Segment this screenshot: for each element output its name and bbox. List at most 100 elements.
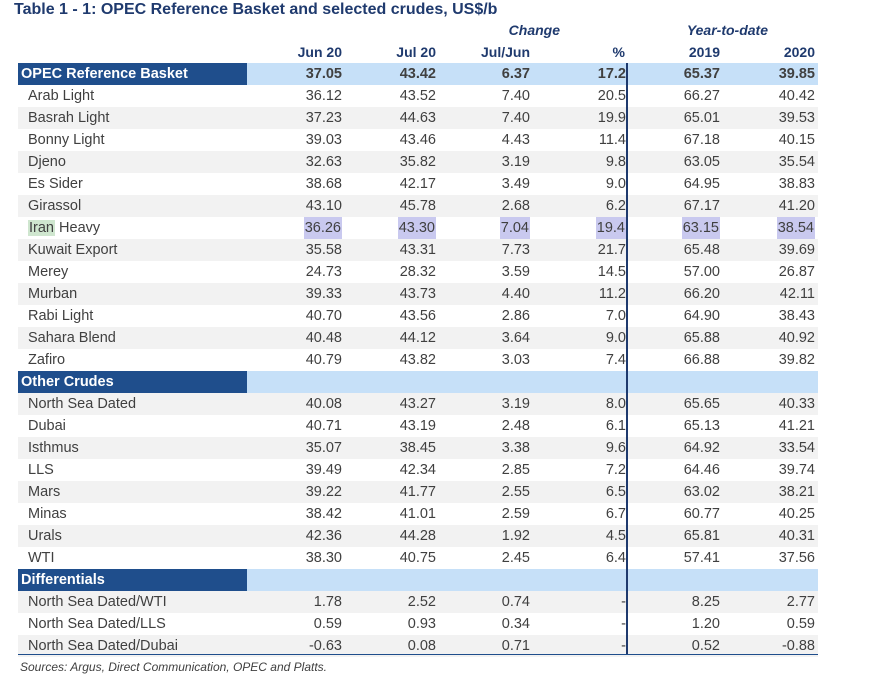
cell-jul20: 35.82 <box>399 154 436 170</box>
section-label: Other Crudes <box>18 371 247 393</box>
cell-jul20: 38.45 <box>399 440 436 456</box>
cell-ytd-2020: 35.54 <box>778 154 815 170</box>
row-label: OPEC Reference Basket <box>18 63 247 85</box>
cell-jun20: 40.71 <box>305 418 342 434</box>
row-label: Urals <box>28 528 62 544</box>
cell-pct: 14.5 <box>597 264 626 280</box>
cell-jun20: 0.59 <box>313 616 342 632</box>
cell-ytd-2020: 38.83 <box>778 176 815 192</box>
col-header-julJun: Jul/Jun <box>480 44 530 60</box>
table-row: Zafiro 40.79 43.82 3.03 7.4 66.88 39.82 <box>18 349 818 371</box>
cell-ytd-2019: 66.27 <box>683 88 720 104</box>
row-label: Zafiro <box>28 352 66 368</box>
cell-ytd-2019: 65.01 <box>683 110 720 126</box>
cell-jul20: 0.08 <box>407 638 436 654</box>
cell-ytd-2020: 40.33 <box>778 396 815 412</box>
column-divider <box>626 63 628 654</box>
table-row: Urals 42.36 44.28 1.92 4.5 65.81 40.31 <box>18 525 818 547</box>
row-label: Murban <box>28 286 78 302</box>
cell-change: 4.40 <box>501 286 530 302</box>
cell-ytd-2020: 38.21 <box>778 484 815 500</box>
table-row: Merey 24.73 28.32 3.59 14.5 57.00 26.87 <box>18 261 818 283</box>
cell-jul20: 44.12 <box>399 330 436 346</box>
cell-pct: 17.2 <box>597 66 626 82</box>
cell-ytd-2020: 33.54 <box>778 440 815 456</box>
cell-jun20: 40.08 <box>305 396 342 412</box>
table-row: LLS 39.49 42.34 2.85 7.2 64.46 39.74 <box>18 459 818 481</box>
cell-jun20: 40.48 <box>305 330 342 346</box>
table-row: Es Sider 38.68 42.17 3.49 9.0 64.95 38.8… <box>18 173 818 195</box>
cell-jun20: 42.36 <box>305 528 342 544</box>
row-label: Arab Light <box>28 88 95 104</box>
table-row: Sahara Blend 40.48 44.12 3.64 9.0 65.88 … <box>18 327 818 349</box>
row-label: Rabi Light <box>28 308 94 324</box>
cell-ytd-2020: 39.69 <box>778 242 815 258</box>
cell-change: 3.59 <box>501 264 530 280</box>
cell-ytd-2019: 57.41 <box>683 550 720 566</box>
cell-change: 4.43 <box>501 132 530 148</box>
cell-pct: 7.2 <box>605 462 626 478</box>
cell-change: 3.49 <box>501 176 530 192</box>
cell-ytd-2019: 64.95 <box>683 176 720 192</box>
cell-change: 3.38 <box>501 440 530 456</box>
row-label-rest: Heavy <box>55 220 101 236</box>
cell-ytd-2020: 41.21 <box>778 418 815 434</box>
row-label: Sahara Blend <box>28 330 116 346</box>
cell-jul20: 44.63 <box>399 110 436 126</box>
ytd-group-header: Year-to-date <box>686 22 768 38</box>
cell-jun20: -0.63 <box>308 638 342 654</box>
table-row: North Sea Dated/WTI 1.78 2.52 0.74 - 8.2… <box>18 591 818 613</box>
cell-pct: 9.8 <box>605 154 626 170</box>
cell-pct: 9.0 <box>605 176 626 192</box>
table-row: Isthmus 35.07 38.45 3.38 9.6 64.92 33.54 <box>18 437 818 459</box>
cell-jun20: 39.03 <box>305 132 342 148</box>
cell-jul20: 43.52 <box>399 88 436 104</box>
cell-ytd-2019: 60.77 <box>683 506 720 522</box>
cell-ytd-2019: 64.92 <box>683 440 720 456</box>
cell-change: 7.40 <box>501 88 530 104</box>
row-label: WTI <box>28 550 55 566</box>
row-label: Isthmus <box>28 440 79 456</box>
cell-jun20: 39.49 <box>305 462 342 478</box>
cell-ytd-2020: 42.11 <box>779 286 815 302</box>
cell-jul20: 2.52 <box>407 594 436 610</box>
cell-jun20: 39.33 <box>305 286 342 302</box>
cell-change: 2.85 <box>501 462 530 478</box>
row-label: Bonny Light <box>28 132 105 148</box>
table-row: WTI 38.30 40.75 2.45 6.4 57.41 37.56 <box>18 547 818 569</box>
cell-change: 2.45 <box>501 550 530 566</box>
cell-pct: 7.4 <box>605 352 626 368</box>
row-label: Kuwait Export <box>28 242 118 258</box>
cell-jul20: 44.28 <box>399 528 436 544</box>
cell-pct: 19.9 <box>597 110 626 126</box>
cell-ytd-2019: 0.52 <box>691 638 720 654</box>
cell-ytd-2019: 63.02 <box>683 484 720 500</box>
col-header-jun20: Jun 20 <box>297 44 342 60</box>
table-row: Arab Light 36.12 43.52 7.40 20.5 66.27 4… <box>18 85 818 107</box>
cell-jun20: 37.05 <box>305 66 342 82</box>
row-label: Merey <box>28 264 69 280</box>
cell-ytd-2020: 40.42 <box>778 88 815 104</box>
cell-pct: 6.4 <box>605 550 626 566</box>
cell-jun20: 36.12 <box>305 88 342 104</box>
cell-ytd-2020: 40.25 <box>778 506 815 522</box>
cell-jul20: 0.93 <box>407 616 436 632</box>
table-row-basket: OPEC Reference Basket 37.05 43.42 6.37 1… <box>18 63 818 85</box>
cell-ytd-2019: 65.48 <box>683 242 720 258</box>
cell-jul20: 43.27 <box>399 396 436 412</box>
cell-change: 1.92 <box>501 528 530 544</box>
table-row: Dubai 40.71 43.19 2.48 6.1 65.13 41.21 <box>18 415 818 437</box>
cell-jul20: 43.31 <box>399 242 436 258</box>
cell-pct: 9.6 <box>605 440 626 456</box>
cell-jul20: 43.82 <box>399 352 436 368</box>
cell-pct: - <box>621 638 626 654</box>
cell-ytd-2019: 65.81 <box>683 528 720 544</box>
table-row-highlighted: Iran Heavy 36.26 43.30 7.04 19.4 63.15 3… <box>18 217 818 239</box>
cell-ytd-2019: 57.00 <box>683 264 720 280</box>
cell-jul20: 43.30 <box>397 217 436 239</box>
cell-ytd-2020: 38.43 <box>778 308 815 324</box>
cell-ytd-2019: 63.05 <box>683 154 720 170</box>
cell-pct: 7.0 <box>605 308 626 324</box>
cell-jul20: 42.17 <box>399 176 436 192</box>
cell-pct: 9.0 <box>605 330 626 346</box>
